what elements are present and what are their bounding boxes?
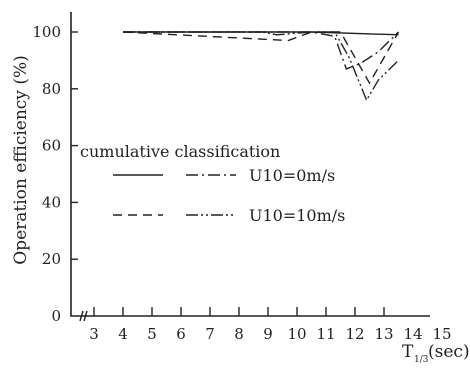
x-tick-label: 3: [89, 325, 99, 343]
x-tick-label: 9: [263, 325, 273, 343]
x-axis-label-unit: (sec): [428, 342, 470, 362]
y-tick-label: 40: [42, 193, 61, 211]
legend-title: cumulative classification: [80, 142, 280, 161]
x-tick-label: 7: [205, 325, 215, 343]
axes-group: 0 20 40 60 80 100 3 4 5 6 7 8 9 10 11 12 13 14 15: [32, 12, 452, 343]
x-tick-label: 5: [147, 325, 157, 343]
x-axis-label-main: T: [402, 342, 414, 362]
x-axis-label-subscript: 1/3: [414, 355, 429, 365]
series-group: [122, 31, 400, 102]
y-axis-label: Operation efficiency (%): [11, 55, 31, 265]
x-tick-label: 12: [345, 325, 364, 343]
series-line-dashed: [122, 31, 400, 85]
legend-label: U10=10m/s: [249, 206, 345, 225]
x-tick-label: 13: [374, 325, 393, 343]
x-tick-label: 11: [316, 325, 335, 343]
axes-frame: [70, 12, 430, 317]
x-axis-label: T 1/3 (sec): [402, 342, 470, 365]
x-tick-label: 15: [432, 325, 451, 343]
x-tick-label: 4: [118, 325, 128, 343]
x-tick-label: 10: [287, 325, 306, 343]
axis-break-mark: [79, 310, 88, 322]
legend-label: U10=0m/s: [249, 166, 335, 185]
y-tick-label: 20: [42, 250, 61, 268]
series-line-dashdotdot: [123, 31, 399, 102]
x-tick-label: 8: [234, 325, 244, 343]
y-tick-label: 60: [42, 137, 61, 155]
y-tick-label: 80: [42, 80, 61, 98]
x-tick-label: 6: [176, 325, 186, 343]
series-line-solid: [123, 31, 399, 36]
y-tick-label: 100: [32, 23, 61, 41]
y-tick-label: 0: [51, 307, 61, 325]
legend: cumulative classification U10=0m/s U10=10m…: [80, 142, 345, 225]
series-line-dashdot: [123, 31, 399, 70]
x-tick-label: 14: [403, 325, 422, 343]
